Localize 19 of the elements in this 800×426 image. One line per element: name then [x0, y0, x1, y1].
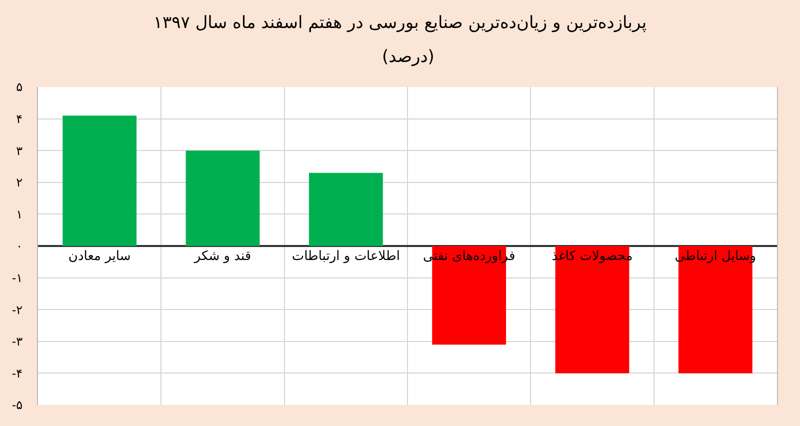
y-tick-label: ۳	[16, 144, 24, 158]
y-tick-label: -۲	[12, 302, 23, 317]
y-tick-label: ۵	[16, 80, 23, 94]
bar	[186, 150, 260, 246]
y-tick-label: -۴	[12, 366, 23, 380]
y-tick-label: -۳	[12, 334, 24, 349]
bar	[62, 116, 137, 246]
y-tick-label: ۴	[16, 112, 23, 126]
x-tick-label: سایر معادن	[68, 249, 131, 264]
chart-title: پربازده‌ترین و زیان‌ده‌ترین صنایع بورسی در هفتم اسفند ماه سال ۱۳۹۷	[153, 12, 647, 33]
y-tick-label: -۵	[12, 398, 23, 412]
x-tick-label: قند و شکر	[193, 249, 252, 264]
x-tick-label: اطلاعات و ارتباطات	[292, 249, 400, 264]
bar	[308, 172, 383, 246]
y-tick-label: ۲	[16, 176, 23, 190]
y-tick-label: ۰	[16, 239, 23, 254]
y-tick-label: ۱	[16, 207, 23, 222]
chart-subtitle: (درصد)	[382, 47, 434, 67]
y-tick-label: -۱	[12, 271, 23, 285]
